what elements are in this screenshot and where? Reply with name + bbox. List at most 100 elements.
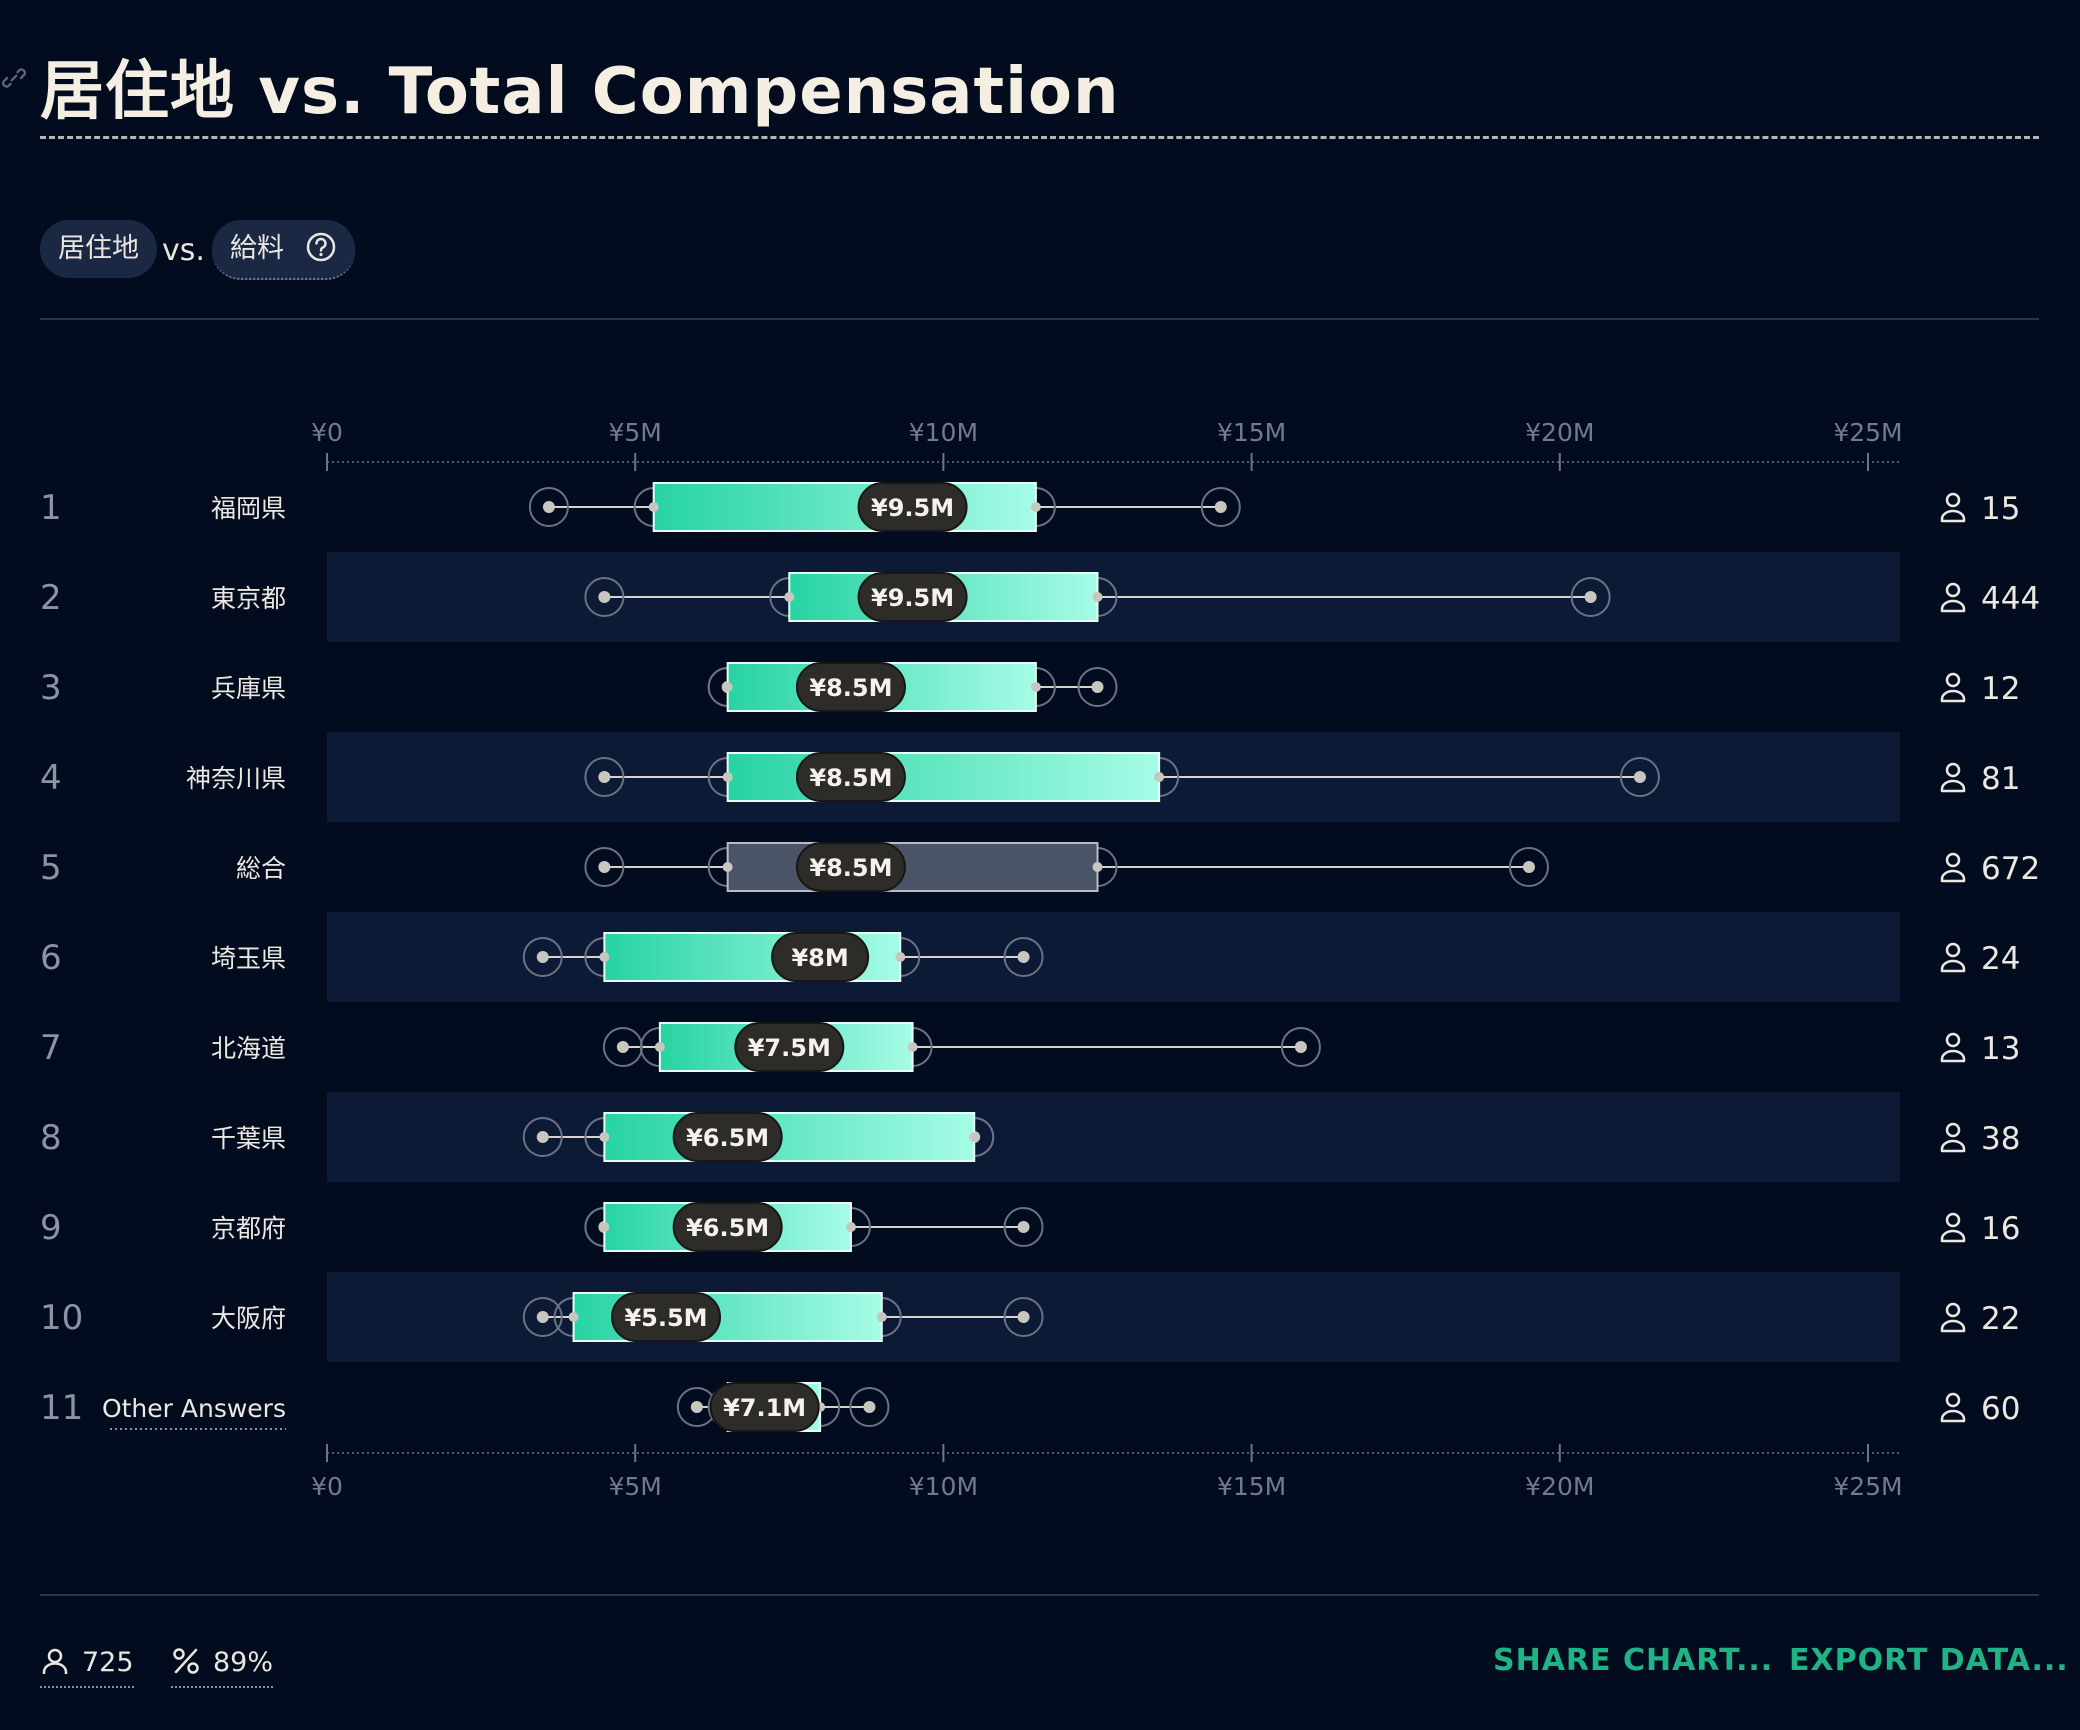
export-data-button[interactable]: EXPORT DATA... bbox=[1789, 1643, 2069, 1678]
q3-dot bbox=[969, 1132, 980, 1142]
help-icon[interactable] bbox=[305, 231, 337, 263]
person-icon-body bbox=[1940, 1139, 1966, 1153]
median-label: ¥8.5M bbox=[809, 764, 892, 792]
person-icon bbox=[1940, 672, 1966, 703]
x-axis-top: ¥0 ¥5M ¥10M ¥15M ¥20M ¥25M bbox=[311, 418, 1903, 471]
filter-chip-salary[interactable]: 給料 bbox=[212, 220, 355, 280]
data-row-4[interactable]: 4 神奈川県 ¥8.5M 81 bbox=[40, 752, 2020, 802]
person-icon-head bbox=[1945, 582, 1961, 598]
row-rank: 9 bbox=[40, 1208, 62, 1248]
q3-dot bbox=[1030, 682, 1041, 692]
max-dot bbox=[1017, 1221, 1030, 1233]
row-label[interactable]: Other Answers bbox=[102, 1394, 286, 1423]
median-pill bbox=[672, 1112, 783, 1162]
row-label: 東京都 bbox=[211, 584, 286, 613]
row-rank: 11 bbox=[40, 1388, 83, 1428]
data-row-1[interactable]: 1 福岡県 ¥9.5M 15 bbox=[40, 482, 2020, 532]
data-row-7[interactable]: 7 北海道 ¥7.5M 13 bbox=[40, 1022, 2020, 1072]
max-dot bbox=[863, 1401, 876, 1413]
row-label: 北海道 bbox=[211, 1034, 286, 1063]
data-row-3[interactable]: 3 兵庫県 ¥8.5M 12 bbox=[40, 662, 2020, 712]
max-dot bbox=[1522, 861, 1535, 873]
data-row-9[interactable]: 9 京都府 ¥6.5M 16 bbox=[40, 1202, 2020, 1252]
max-dot bbox=[1633, 771, 1646, 783]
min-dot bbox=[536, 951, 549, 963]
min-dot bbox=[536, 1131, 549, 1143]
iqr-box[interactable] bbox=[603, 1112, 976, 1162]
data-row-8[interactable]: 8 千葉県 ¥6.5M 38 bbox=[40, 1112, 2020, 1162]
header-divider bbox=[40, 318, 2039, 320]
min-marker bbox=[522, 1297, 563, 1337]
median-label: ¥6.5M bbox=[686, 1124, 769, 1152]
row-rank: 3 bbox=[40, 668, 62, 708]
row-label: 総合 bbox=[236, 854, 286, 883]
share-chart-button[interactable]: SHARE CHART... bbox=[1493, 1643, 1774, 1678]
person-icon bbox=[1940, 492, 1966, 523]
min-marker bbox=[584, 757, 625, 797]
row-label: 京都府 bbox=[211, 1214, 286, 1243]
respondent-count-value: 725 bbox=[82, 1647, 134, 1678]
row-count: 24 bbox=[1981, 941, 2020, 977]
row-count: 60 bbox=[1981, 1391, 2020, 1427]
median-pill bbox=[857, 482, 968, 532]
q3-dot bbox=[845, 1222, 856, 1232]
iqr-box[interactable] bbox=[726, 752, 1161, 802]
data-row-5[interactable]: 5 総合 ¥8.5M 672 bbox=[40, 842, 2040, 892]
q1-dot bbox=[654, 1042, 665, 1052]
iqr-box[interactable] bbox=[726, 842, 1099, 892]
min-dot bbox=[690, 1401, 703, 1413]
respondent-count[interactable]: 725 bbox=[40, 1640, 134, 1688]
max-dot bbox=[1017, 1311, 1030, 1323]
max-dot bbox=[1017, 951, 1030, 963]
max-marker bbox=[1003, 1297, 1044, 1337]
page-title: 居住地 vs. Total Compensation bbox=[40, 55, 1120, 129]
person-icon-body bbox=[1940, 509, 1966, 523]
row-count: 672 bbox=[1981, 851, 2040, 887]
link-icon[interactable] bbox=[0, 64, 28, 92]
iqr-box[interactable] bbox=[652, 482, 1037, 532]
min-dot bbox=[536, 1311, 549, 1323]
person-icon bbox=[42, 1648, 68, 1674]
data-row-10[interactable]: 10 大阪府 ¥5.5M 22 bbox=[40, 1292, 2020, 1342]
person-icon-head bbox=[1945, 1032, 1961, 1048]
max-marker bbox=[1619, 757, 1660, 797]
q1-dot bbox=[599, 952, 610, 962]
person-icon bbox=[1940, 852, 1966, 883]
percent-answered[interactable]: 89% bbox=[171, 1640, 274, 1688]
row-rank: 7 bbox=[40, 1028, 62, 1068]
row-count: 15 bbox=[1981, 491, 2020, 527]
min-dot bbox=[598, 861, 611, 873]
q3-dot bbox=[1092, 592, 1103, 602]
person-icon-head bbox=[1945, 1302, 1961, 1318]
person-icon-body bbox=[1940, 779, 1966, 793]
max-marker bbox=[1508, 847, 1549, 887]
max-dot bbox=[1214, 501, 1227, 513]
person-icon bbox=[1940, 1122, 1966, 1153]
x-tick-label: ¥10M bbox=[909, 418, 978, 447]
filter-chip-residence[interactable]: 居住地 bbox=[40, 220, 157, 278]
median-pill bbox=[795, 752, 906, 802]
person-icon-head bbox=[1945, 852, 1961, 868]
median-pill bbox=[795, 842, 906, 892]
person-icon-body bbox=[1940, 1319, 1966, 1333]
person-icon-head bbox=[1945, 1392, 1961, 1408]
person-icon-body bbox=[1940, 959, 1966, 973]
median-label: ¥6.5M bbox=[686, 1214, 769, 1242]
x-tick-label: ¥0 bbox=[311, 418, 343, 447]
median-label: ¥7.5M bbox=[748, 1034, 831, 1062]
median-pill bbox=[857, 572, 968, 622]
data-row-2[interactable]: 2 東京都 ¥9.5M 444 bbox=[40, 572, 2040, 622]
q3-dot bbox=[1030, 502, 1041, 512]
person-icon-head bbox=[1945, 672, 1961, 688]
percent-answered-value: 89% bbox=[213, 1647, 274, 1678]
person-icon-body bbox=[1940, 869, 1966, 883]
q1-dot bbox=[722, 862, 733, 872]
data-row-11[interactable]: 11 Other Answers ¥7.1M 60 bbox=[40, 1382, 2020, 1432]
x-tick-label: ¥5M bbox=[609, 418, 662, 447]
row-count: 16 bbox=[1981, 1211, 2020, 1247]
data-row-6[interactable]: 6 埼玉県 ¥8M 24 bbox=[40, 932, 2020, 982]
percent-icon bbox=[173, 1647, 199, 1674]
max-dot bbox=[1294, 1041, 1307, 1053]
max-dot bbox=[1091, 681, 1104, 693]
min-marker bbox=[522, 937, 563, 977]
